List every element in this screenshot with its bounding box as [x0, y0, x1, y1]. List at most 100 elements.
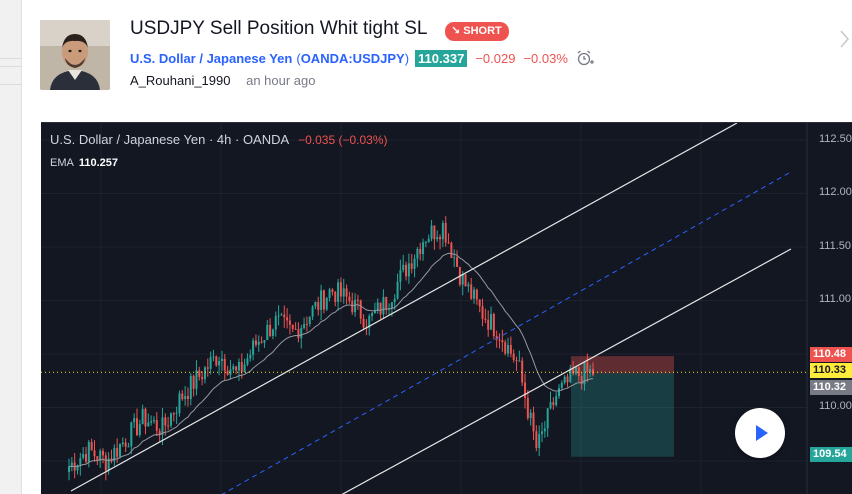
symbol-row: U.S. Dollar / Japanese Yen ( OANDA:USDJP…	[130, 48, 594, 68]
candle-body	[481, 306, 484, 319]
candle-body	[184, 395, 187, 400]
alarm-clock-icon[interactable]	[576, 49, 594, 67]
candle-body	[76, 465, 79, 471]
candle-body	[288, 320, 291, 325]
candle-body	[286, 317, 289, 321]
candle-body	[84, 454, 87, 462]
candle-body	[209, 357, 212, 369]
candle-body	[342, 288, 345, 297]
candle-body	[467, 284, 470, 287]
candle-body	[393, 298, 396, 303]
candlestick-series	[68, 216, 594, 481]
axis-tick: 112.50	[819, 133, 852, 145]
chart-panel[interactable]: U.S. Dollar / Japanese Yen · 4h · OANDA …	[41, 122, 852, 494]
candle-body	[161, 417, 164, 435]
candle-body	[311, 306, 314, 317]
candle-body	[328, 289, 331, 298]
candle-body	[218, 360, 221, 366]
candle-body	[232, 366, 235, 370]
candle-body	[473, 289, 476, 299]
candle-body	[186, 395, 189, 400]
candle-body	[337, 282, 340, 302]
idea-title[interactable]: USDJPY Sell Position Whit tight SL	[130, 18, 428, 39]
candle-body	[104, 455, 107, 471]
candle-body	[246, 358, 249, 365]
symbol-name-link[interactable]: U.S. Dollar / Japanese Yen	[130, 50, 293, 66]
candle-body	[223, 358, 226, 371]
candle-body	[368, 316, 371, 328]
candle-body	[93, 450, 96, 457]
candle-body	[405, 264, 408, 277]
candle-body	[294, 328, 297, 330]
candle-body	[305, 323, 308, 325]
gutter-divider	[0, 66, 22, 67]
chart-canvas[interactable]	[41, 123, 852, 494]
play-button[interactable]	[735, 408, 785, 458]
candle-body	[382, 296, 385, 315]
candle-body	[235, 366, 238, 371]
gutter-divider	[0, 58, 22, 59]
ema-line	[68, 252, 594, 468]
candle-body	[99, 450, 102, 461]
candle-body	[396, 281, 399, 299]
candle-body	[334, 291, 337, 302]
candle-body	[339, 282, 342, 297]
candle-body	[147, 422, 150, 427]
symbol-code-link[interactable]: OANDA:USDJPY	[300, 50, 405, 66]
candle-body	[492, 314, 495, 337]
candle-body	[198, 370, 201, 377]
candle-body	[538, 434, 541, 449]
price-axis[interactable]	[807, 123, 852, 494]
candle-body	[569, 368, 572, 383]
candle-body	[362, 318, 365, 328]
candle-body	[192, 375, 195, 389]
candle-body	[348, 296, 351, 302]
candle-body	[331, 289, 334, 292]
candle-body	[271, 329, 274, 337]
candle-body	[317, 302, 320, 310]
candle-body	[560, 382, 563, 389]
ema-polyline	[68, 252, 594, 468]
candle-body	[303, 323, 306, 328]
candle-body	[135, 418, 138, 435]
entry-price-tag: 110.32	[810, 380, 852, 395]
candle-body	[470, 284, 473, 299]
candle-body	[498, 339, 501, 341]
candle-body	[507, 344, 510, 354]
target-price-tag: 109.54	[810, 447, 852, 462]
candle-body	[90, 442, 93, 451]
candle-body	[555, 396, 558, 406]
candle-body	[283, 314, 286, 318]
candle-body	[175, 412, 178, 414]
candle-body	[172, 413, 175, 415]
candle-body	[526, 398, 529, 419]
candle-body	[345, 288, 348, 297]
candle-body	[447, 242, 450, 244]
candle-body	[257, 341, 260, 345]
author-avatar[interactable]	[40, 20, 110, 90]
candle-body	[144, 408, 147, 427]
channel-lower-line	[341, 248, 792, 494]
candle-body	[252, 340, 255, 355]
author-link[interactable]: A_Rouhani_1990	[130, 73, 231, 88]
candle-body	[300, 327, 303, 339]
candle-body	[410, 263, 413, 269]
candle-body	[589, 369, 592, 372]
candle-body	[152, 419, 155, 422]
candle-body	[101, 450, 104, 456]
candle-body	[439, 236, 442, 240]
candle-body	[167, 425, 170, 427]
symbol-paren-close: )	[404, 50, 410, 66]
candle-body	[249, 354, 252, 359]
candle-body	[529, 412, 532, 419]
candle-body	[495, 336, 498, 340]
play-icon	[756, 425, 768, 441]
candle-body	[515, 359, 518, 361]
candle-body	[320, 290, 323, 310]
candle-body	[427, 238, 430, 242]
candle-body	[521, 360, 524, 383]
chevron-right-icon[interactable]	[836, 26, 852, 52]
candle-body	[229, 369, 232, 375]
candle-body	[164, 417, 167, 426]
candle-body	[263, 340, 266, 343]
